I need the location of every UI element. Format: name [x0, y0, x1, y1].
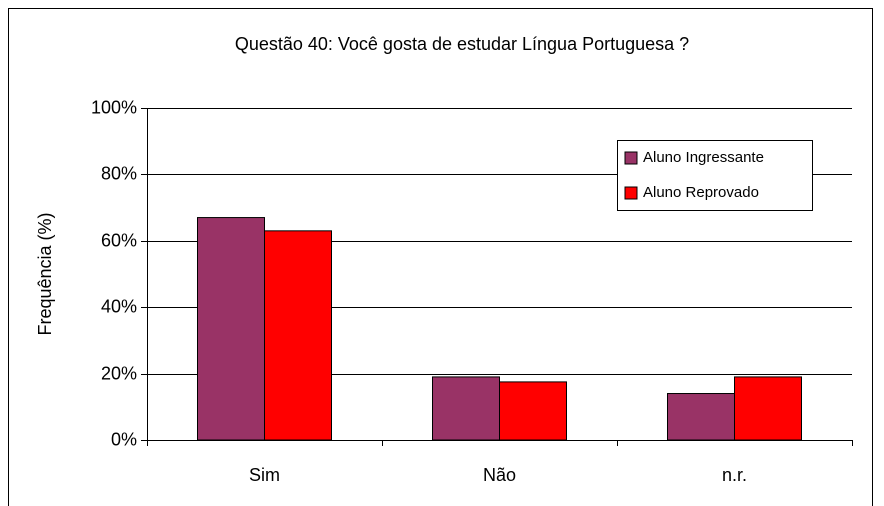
bar: [197, 217, 265, 441]
x-tick-label: n.r.: [722, 465, 747, 485]
bar: [667, 393, 735, 441]
x-tick-label: Não: [483, 465, 516, 485]
legend-label: Aluno Reprovado: [643, 184, 759, 201]
chart-title: Questão 40: Você gosta de estudar Língua…: [235, 34, 689, 54]
y-tick-label: 60%: [101, 230, 137, 250]
legend-swatch: [624, 151, 638, 165]
bar: [264, 230, 332, 441]
y-tick-label: 80%: [101, 163, 137, 183]
y-tick-label: 40%: [101, 296, 137, 316]
y-tick-label: 100%: [91, 97, 137, 117]
y-tick-label: 0%: [111, 429, 137, 449]
y-axis-label: Frequência (%): [35, 212, 55, 335]
bar: [432, 376, 500, 441]
x-tick-label: Sim: [249, 465, 280, 485]
legend-label: Aluno Ingressante: [643, 149, 764, 166]
legend-box: [617, 140, 813, 211]
bar: [734, 376, 802, 441]
y-tick-label: 20%: [101, 363, 137, 383]
legend-swatch: [624, 186, 638, 200]
bar: [499, 381, 567, 441]
